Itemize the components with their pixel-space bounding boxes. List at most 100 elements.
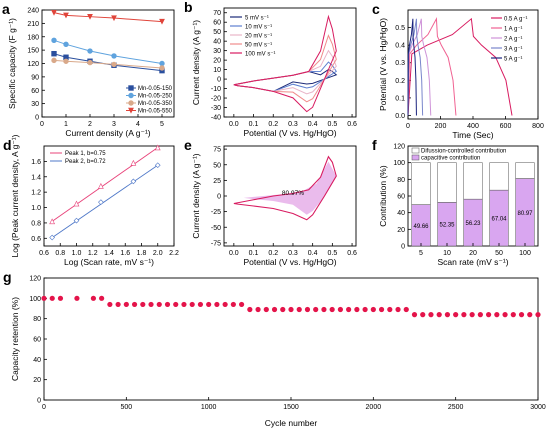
panel-e: 0.0 0.1 0.2 0.3 0.4 0.5 0.6 -75 -50 -25 0 25 50 75 Pot… [184, 137, 357, 267]
data-point [87, 59, 93, 66]
panel-letter: b [184, 0, 193, 15]
y-tick-label: -30 [211, 105, 221, 112]
data-point [123, 301, 129, 308]
x-tick-label: 0.8 [55, 250, 65, 257]
y-axis-label: Current density (A g⁻¹) [191, 153, 201, 238]
x-tick-label: 0.5 [327, 121, 337, 128]
y-tick-label: 0.2 [395, 78, 405, 85]
data-point [173, 301, 179, 308]
x-tick-label: 0.1 [249, 250, 259, 257]
data-point [159, 18, 165, 25]
panel-letter: f [372, 137, 377, 153]
bar-data-label: 52.35 [439, 223, 455, 229]
bar-diffusion [489, 162, 509, 191]
series-line [53, 39, 163, 64]
data-point [111, 53, 117, 59]
data-point [63, 58, 69, 64]
x-tick-label: 0.2 [268, 250, 278, 257]
panel-c: 0 200 400 600 800 0.0 0.1 0.2 0.3 0.4 0.5 Time (Sec… [372, 1, 544, 140]
data-point [197, 301, 204, 308]
y-tick-label: -25 [211, 209, 221, 216]
gcd-curve [407, 18, 424, 116]
y-tick-label: 25 [213, 178, 221, 185]
legend-label: 5 A g⁻¹ [504, 57, 523, 63]
x-tick-label: 2 [88, 121, 92, 128]
y-tick-label: 60 [33, 337, 41, 344]
data-point [111, 15, 117, 22]
x-tick-label: 200 [435, 123, 447, 130]
data-point [239, 301, 245, 308]
data-point [329, 306, 335, 313]
y-tick-label: 0.1 [395, 95, 405, 102]
y-axis-label: Potential (V vs. Hg/HgO) [378, 18, 388, 111]
x-tick-label: 50 [495, 250, 503, 257]
data-point [494, 312, 500, 318]
y-tick-label: 40 [397, 210, 405, 217]
y-tick-label: 20 [33, 377, 41, 384]
data-point [255, 306, 261, 313]
data-point [148, 301, 154, 308]
x-tick-label: 600 [500, 123, 512, 130]
x-tick-label: 2.0 [153, 250, 163, 257]
y-axis-label: Current density (A g⁻¹) [191, 20, 201, 105]
panel-a: 0 1 2 3 4 5 0 30 60 90 120 150 180 210 240 Current dens… [2, 1, 175, 138]
data-point [49, 234, 55, 241]
plot-frame [43, 277, 539, 401]
legend-label: Mn-0.05-550 [138, 109, 173, 115]
data-point [156, 301, 162, 308]
y-tick-label: 30 [31, 101, 39, 108]
x-tick-label: 4 [136, 121, 140, 128]
data-point [57, 295, 64, 301]
y-tick-label: 40 [213, 39, 221, 46]
data-point [469, 312, 475, 318]
x-tick-label: 500 [120, 404, 132, 411]
x-tick-label: 1.4 [104, 250, 114, 257]
y-tick-label: 70 [213, 10, 221, 17]
panel-d: 0.6 0.8 1.0 1.2 1.4 1.6 1.8 2.0 2.2 0.6 0.8 1.0 1.2 1… [3, 134, 179, 267]
data-point [280, 306, 286, 313]
data-point [296, 306, 302, 313]
y-tick-label: 50 [213, 162, 221, 169]
series-line [53, 12, 163, 23]
data-point [214, 301, 220, 308]
data-point [436, 312, 442, 318]
data-point [288, 306, 294, 313]
data-point [370, 306, 376, 313]
x-tick-label: 400 [467, 123, 479, 130]
data-point [411, 312, 418, 318]
x-tick-label: 0.5 [327, 250, 337, 257]
x-tick-label: 0 [42, 404, 46, 411]
y-tick-label: -20 [211, 96, 221, 103]
data-point [378, 306, 385, 313]
x-axis-label: Current density (A g⁻¹) [65, 128, 150, 138]
y-tick-label: 40 [33, 357, 41, 364]
data-point [107, 301, 113, 308]
y-tick-label: 80 [33, 316, 41, 323]
y-tick-label: 1.6 [31, 159, 41, 166]
data-point [49, 218, 56, 225]
data-point [74, 295, 80, 301]
x-tick-label: 1.0 [72, 250, 82, 257]
data-point [387, 306, 393, 313]
legend-label: Mn-0.05-350 [138, 101, 173, 107]
legend-marker [128, 92, 134, 99]
data-point [97, 182, 104, 189]
data-point [346, 306, 352, 313]
data-point [164, 301, 171, 308]
x-tick-label: 10 [443, 250, 451, 257]
data-point [159, 65, 165, 71]
x-tick-label: 0.6 [39, 250, 49, 257]
x-tick-label: 1500 [283, 404, 299, 411]
panel-letter: d [3, 137, 12, 153]
x-tick-label: 1.6 [120, 250, 130, 257]
y-tick-label: 1.0 [31, 205, 41, 212]
y-tick-label: 0 [35, 115, 39, 122]
y-tick-label: 120 [29, 276, 41, 283]
x-tick-label: 0.3 [288, 121, 298, 128]
y-tick-label: 10 [213, 67, 221, 74]
data-point [453, 312, 459, 318]
y-tick-label: 180 [27, 34, 39, 41]
y-tick-label: 20 [213, 58, 221, 65]
y-tick-label: 20 [397, 227, 405, 234]
